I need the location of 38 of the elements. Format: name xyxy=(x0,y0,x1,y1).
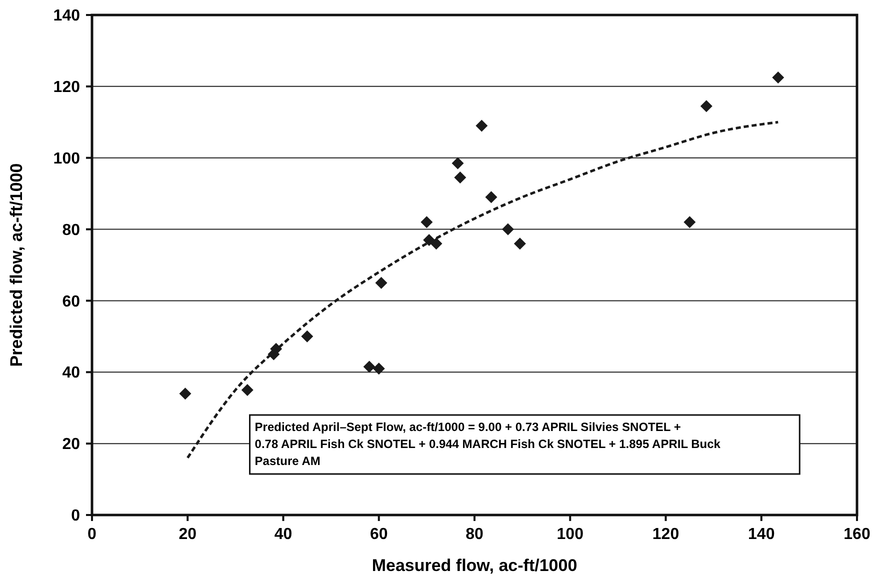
y-tick-label: 60 xyxy=(62,293,80,310)
point xyxy=(179,388,192,400)
point xyxy=(241,384,254,396)
x-tick-label: 20 xyxy=(178,526,197,543)
point xyxy=(700,100,712,112)
y-tick-label: 120 xyxy=(53,79,80,96)
y-tick-label: 80 xyxy=(62,222,80,239)
point xyxy=(502,223,514,236)
x-tick-label: 140 xyxy=(748,526,775,543)
point xyxy=(684,216,696,228)
y-tick-label: 0 xyxy=(71,508,80,525)
point xyxy=(363,360,376,373)
x-tick-label: 120 xyxy=(652,526,680,543)
y-tick-label: 40 xyxy=(62,364,80,382)
point xyxy=(514,238,526,250)
y-axis-title: Predicted flow, ac-ft/1000 xyxy=(7,163,26,367)
annotation: Predicted April–Sept Flow, ac-ft/1000 = 9.00 + 0.73 APRIL Silvies SNOTEL + 0.78 APRIL Fish Ck SNOTEL + 0.944 MARCH Fish Ck SNOTEL + 1.895 APRIL Buck Pasture AM xyxy=(254,420,721,468)
x-tick-label: 60 xyxy=(370,526,388,543)
x-tick-label: 0 xyxy=(88,526,97,543)
point xyxy=(375,276,388,289)
x-tick-label: 160 xyxy=(844,526,870,543)
point xyxy=(430,238,442,250)
x-tick-label: 100 xyxy=(556,526,584,543)
point xyxy=(301,330,314,342)
point xyxy=(420,216,433,228)
point xyxy=(476,120,488,132)
y-tick-label: 20 xyxy=(62,436,80,454)
y-tick-label: 100 xyxy=(53,150,80,168)
point xyxy=(452,157,464,170)
x-tick-label: 80 xyxy=(466,526,484,543)
point xyxy=(372,362,385,375)
equation-text-box: Predicted April–Sept Flow, ac-ft/1000 = 9.00 + 0.73 APRIL Silvies SNOTEL + 0.78 APRIL Fish Ck SNOTEL + 0.944 MARCH Fish Ck SNOTEL + 1.895 APRIL Buck Pasture AM xyxy=(249,414,800,475)
point xyxy=(485,191,498,204)
point xyxy=(454,172,466,184)
x-axis-title: Measured flow, ac-ft/1000 xyxy=(372,556,578,575)
y-tick-label: 140 xyxy=(53,8,80,25)
x-tick-label: 40 xyxy=(274,526,292,543)
point xyxy=(772,72,784,84)
